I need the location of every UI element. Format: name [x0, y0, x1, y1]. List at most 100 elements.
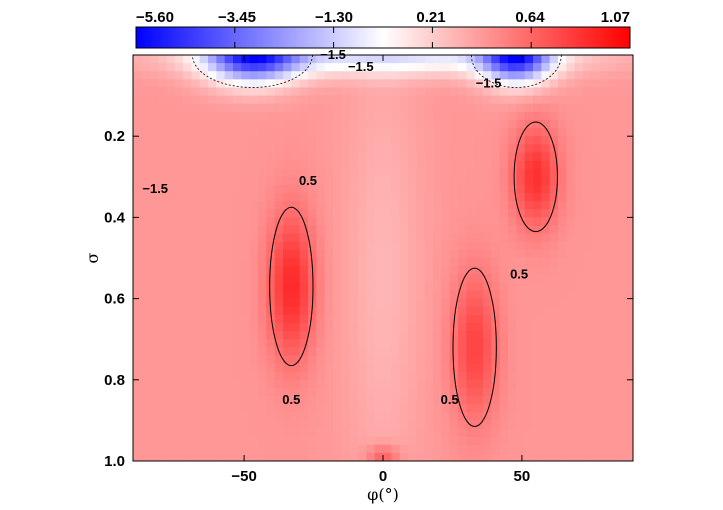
- heatmap-cell: [274, 144, 284, 154]
- heatmap-cell: [266, 103, 276, 113]
- heatmap-cell: [616, 371, 626, 381]
- heatmap-cell: [474, 144, 484, 154]
- heatmap-cell: [324, 363, 334, 373]
- heatmap-cell: [349, 420, 359, 430]
- heatmap-cell: [149, 176, 159, 186]
- heatmap-cell: [574, 168, 584, 178]
- heatmap-cell: [291, 452, 301, 461]
- heatmap-cell: [249, 298, 259, 308]
- heatmap-cell: [424, 233, 434, 243]
- heatmap-cell: [258, 119, 267, 129]
- heatmap-cell: [299, 266, 309, 275]
- heatmap-cell: [458, 282, 467, 292]
- heatmap-cell: [224, 396, 234, 405]
- heatmap-cell: [216, 63, 226, 72]
- heatmap-cell: [408, 314, 417, 324]
- heatmap-cell: [524, 160, 534, 170]
- heatmap-cell: [133, 282, 142, 292]
- heatmap-cell: [591, 225, 601, 235]
- heatmap-cell: [391, 274, 401, 283]
- heatmap-cell: [141, 363, 151, 373]
- heatmap-cell: [558, 290, 567, 300]
- heatmap-cell: [258, 144, 267, 154]
- heatmap-cell: [358, 314, 367, 324]
- heatmap-cell: [416, 184, 426, 194]
- heatmap-cell: [274, 379, 284, 389]
- heatmap-cell: [583, 201, 592, 210]
- heatmap-cell: [341, 347, 351, 357]
- heatmap-cell: [241, 184, 251, 194]
- heatmap-cell: [516, 339, 526, 348]
- heatmap-cell: [599, 274, 609, 283]
- heatmap-cell: [499, 420, 509, 430]
- heatmap-cell: [174, 298, 184, 308]
- heatmap-cell: [399, 193, 409, 202]
- heatmap-cell: [499, 274, 509, 283]
- heatmap-cell: [616, 404, 626, 413]
- heatmap-cell: [474, 266, 484, 275]
- heatmap-cell: [316, 322, 326, 332]
- heatmap-cell: [383, 176, 392, 186]
- heatmap-cell: [549, 168, 559, 178]
- heatmap-cell: [216, 290, 226, 300]
- heatmap-cell: [308, 387, 317, 397]
- heatmap-cell: [466, 339, 476, 348]
- heatmap-cell: [416, 355, 426, 365]
- heatmap-cell: [424, 379, 434, 389]
- heatmap-cell: [316, 412, 326, 421]
- heatmap-cell: [183, 249, 192, 259]
- heatmap-cell: [199, 55, 209, 64]
- heatmap-cell: [508, 160, 517, 170]
- heatmap-cell: [416, 136, 426, 145]
- heatmap-cell: [499, 87, 509, 97]
- heatmap-cell: [383, 258, 392, 267]
- y-tick-label: 1.0: [104, 453, 125, 470]
- contour-line: [513, 121, 558, 233]
- heatmap-cell: [383, 404, 392, 413]
- heatmap-cell: [416, 201, 426, 210]
- heatmap-cell: [558, 314, 567, 324]
- heatmap-cell: [383, 428, 392, 438]
- heatmap-cell: [241, 144, 251, 154]
- heatmap-cell: [499, 314, 509, 324]
- heatmap-cell: [558, 387, 567, 397]
- heatmap-cell: [541, 249, 551, 259]
- heatmap-cell: [149, 119, 159, 129]
- heatmap-cell: [299, 339, 309, 348]
- heatmap-cell: [591, 168, 601, 178]
- heatmap-cell: [566, 111, 576, 121]
- heatmap-cell: [158, 290, 167, 300]
- heatmap-cell: [233, 428, 242, 438]
- heatmap-cell: [566, 249, 576, 259]
- heatmap-cell: [524, 258, 534, 267]
- heatmap-cell: [291, 379, 301, 389]
- heatmap-cell: [508, 168, 517, 178]
- heatmap-cell: [383, 420, 392, 430]
- heatmap-cell: [541, 258, 551, 267]
- heatmap-cell: [183, 209, 192, 218]
- heatmap-cell: [199, 168, 209, 178]
- heatmap-cell: [433, 444, 442, 454]
- heatmap-cell: [399, 274, 409, 283]
- heatmap-cell: [449, 144, 459, 154]
- heatmap-cell: [233, 233, 242, 243]
- heatmap-cell: [416, 436, 426, 446]
- heatmap-cell: [258, 79, 267, 89]
- heatmap-cell: [508, 71, 517, 80]
- heatmap-cell: [191, 87, 201, 97]
- heatmap-cell: [558, 152, 567, 162]
- heatmap-cell: [133, 193, 142, 202]
- heatmap-cell: [383, 339, 392, 348]
- heatmap-cell: [174, 144, 184, 154]
- heatmap-cell: [324, 371, 334, 381]
- heatmap-cell: [491, 339, 501, 348]
- heatmap-cell: [183, 217, 192, 227]
- heatmap-cell: [308, 217, 317, 227]
- heatmap-cell: [466, 119, 476, 129]
- heatmap-cell: [591, 79, 601, 89]
- heatmap-cell: [308, 314, 317, 324]
- heatmap-cell: [208, 428, 217, 438]
- heatmap-cell: [574, 55, 584, 64]
- heatmap-cell: [291, 201, 301, 210]
- heatmap-cell: [258, 436, 267, 446]
